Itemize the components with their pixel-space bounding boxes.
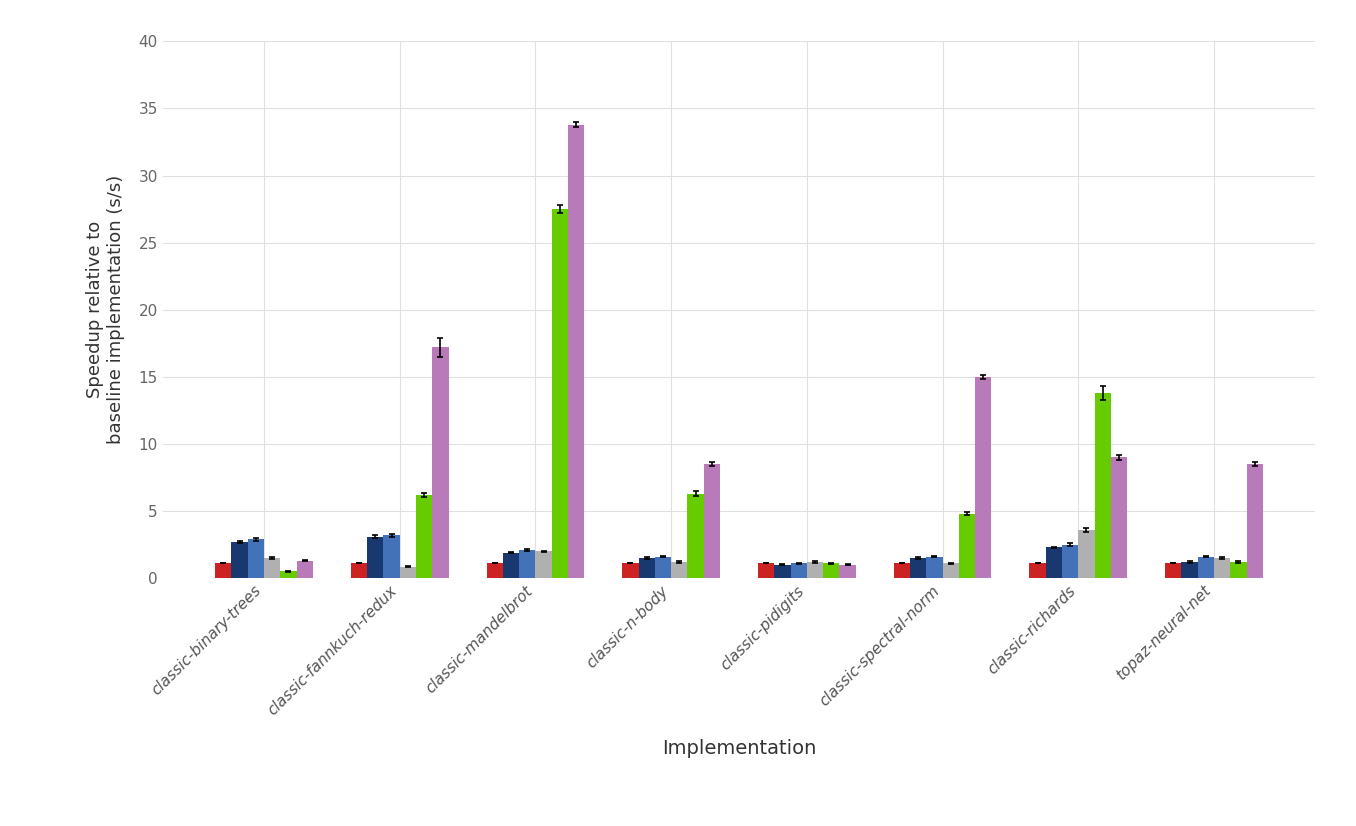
Bar: [791, 563, 807, 578]
Bar: [264, 558, 281, 578]
Bar: [1045, 548, 1062, 578]
Bar: [1111, 458, 1127, 578]
Bar: [910, 558, 926, 578]
Bar: [536, 552, 552, 578]
Bar: [942, 563, 959, 578]
Bar: [400, 567, 416, 578]
X-axis label: Implementation: Implementation: [662, 739, 816, 758]
Bar: [975, 377, 991, 578]
Bar: [1165, 563, 1181, 578]
Bar: [639, 558, 655, 578]
Bar: [416, 495, 433, 578]
Bar: [959, 514, 975, 578]
Bar: [1029, 563, 1045, 578]
Bar: [232, 542, 248, 578]
Bar: [503, 553, 519, 578]
Bar: [894, 563, 910, 578]
Bar: [384, 535, 400, 578]
Bar: [297, 561, 313, 578]
Bar: [622, 563, 639, 578]
Bar: [1062, 544, 1078, 578]
Bar: [1246, 464, 1262, 578]
Bar: [655, 557, 671, 578]
Bar: [704, 464, 720, 578]
Bar: [248, 539, 264, 578]
Bar: [1078, 530, 1094, 578]
Bar: [926, 557, 942, 578]
Bar: [1214, 558, 1230, 578]
Bar: [351, 563, 367, 578]
Bar: [839, 565, 856, 578]
Bar: [687, 494, 704, 578]
Bar: [823, 563, 839, 578]
Bar: [519, 550, 536, 578]
Bar: [568, 125, 584, 578]
Bar: [487, 563, 503, 578]
Bar: [1230, 562, 1246, 578]
Bar: [281, 572, 297, 578]
Bar: [367, 537, 384, 578]
Bar: [1094, 393, 1111, 578]
Bar: [758, 563, 774, 578]
Bar: [1197, 557, 1214, 578]
Y-axis label: Speedup relative to
baseline implementation (s/s): Speedup relative to baseline implementat…: [85, 175, 125, 444]
Bar: [774, 565, 791, 578]
Bar: [1181, 562, 1197, 578]
Bar: [216, 563, 232, 578]
Bar: [671, 562, 687, 578]
Bar: [433, 347, 449, 578]
Bar: [807, 562, 823, 578]
Bar: [552, 209, 568, 578]
